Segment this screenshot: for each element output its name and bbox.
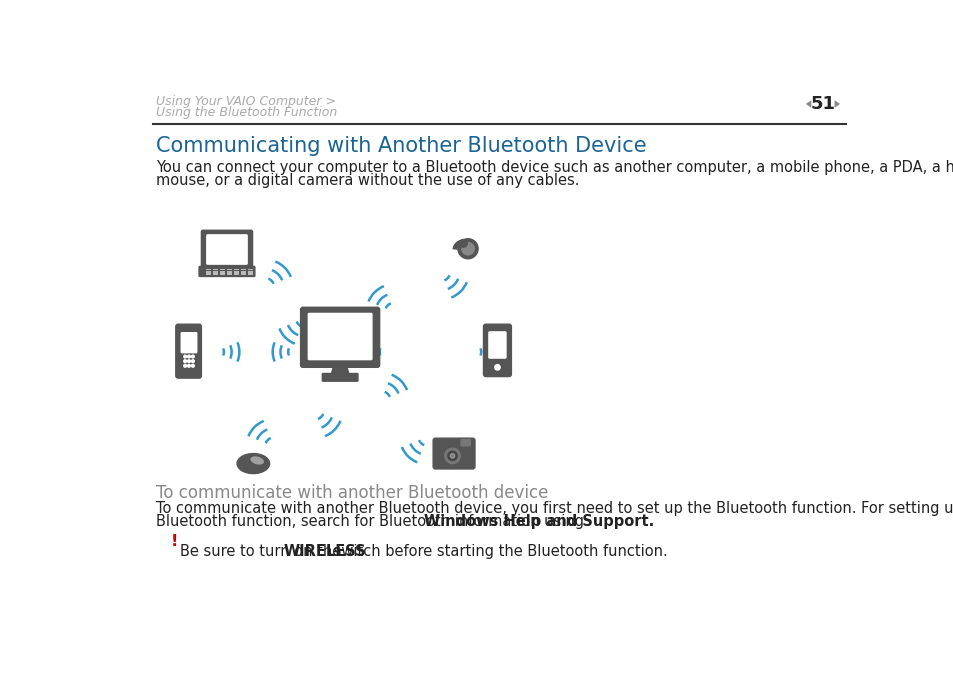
Circle shape <box>188 360 191 363</box>
Bar <box>206 271 212 272</box>
Text: switch before starting the Bluetooth function.: switch before starting the Bluetooth fun… <box>328 545 667 559</box>
Bar <box>241 269 246 270</box>
Circle shape <box>184 365 187 367</box>
Circle shape <box>444 448 459 464</box>
Bar <box>220 271 225 272</box>
FancyBboxPatch shape <box>300 307 379 367</box>
FancyBboxPatch shape <box>460 439 470 446</box>
FancyBboxPatch shape <box>433 438 475 469</box>
Bar <box>206 274 212 275</box>
Bar <box>220 269 225 270</box>
Ellipse shape <box>236 454 270 474</box>
FancyBboxPatch shape <box>488 332 505 358</box>
Bar <box>213 274 218 275</box>
Bar <box>227 274 233 275</box>
Bar <box>227 271 233 272</box>
Text: You can connect your computer to a Bluetooth device such as another computer, a : You can connect your computer to a Bluet… <box>156 160 953 175</box>
Circle shape <box>184 355 187 358</box>
Bar <box>233 269 239 270</box>
Text: Bluetooth function, search for Bluetooth information using: Bluetooth function, search for Bluetooth… <box>156 514 588 528</box>
Circle shape <box>192 360 194 363</box>
Text: Using Your VAIO Computer >: Using Your VAIO Computer > <box>156 95 336 108</box>
FancyBboxPatch shape <box>207 235 247 264</box>
Polygon shape <box>834 100 840 108</box>
Circle shape <box>188 365 191 367</box>
Circle shape <box>450 454 455 458</box>
FancyBboxPatch shape <box>201 231 253 269</box>
Circle shape <box>459 239 467 247</box>
FancyBboxPatch shape <box>308 313 372 360</box>
FancyBboxPatch shape <box>199 266 254 276</box>
Text: 51: 51 <box>810 95 835 113</box>
Bar <box>220 274 225 275</box>
Bar <box>241 271 246 272</box>
Text: Using the Bluetooth Function: Using the Bluetooth Function <box>156 106 337 119</box>
Circle shape <box>188 355 191 358</box>
Circle shape <box>461 243 474 255</box>
Circle shape <box>495 365 499 370</box>
Bar <box>227 269 233 270</box>
Text: mouse, or a digital camera without the use of any cables.: mouse, or a digital camera without the u… <box>156 173 579 188</box>
Bar <box>213 271 218 272</box>
Circle shape <box>447 452 456 460</box>
Text: !: ! <box>171 534 177 549</box>
Bar <box>213 269 218 270</box>
Ellipse shape <box>250 456 264 464</box>
Polygon shape <box>805 100 810 108</box>
FancyBboxPatch shape <box>181 333 196 353</box>
Text: Be sure to turn on the: Be sure to turn on the <box>179 545 345 559</box>
Bar <box>248 269 253 270</box>
Bar <box>233 271 239 272</box>
Bar <box>248 274 253 275</box>
FancyBboxPatch shape <box>483 324 511 377</box>
Text: To communicate with another Bluetooth device: To communicate with another Bluetooth de… <box>156 485 548 502</box>
Text: Windows Help and Support.: Windows Help and Support. <box>423 514 654 528</box>
FancyBboxPatch shape <box>175 324 201 378</box>
Circle shape <box>192 355 194 358</box>
Text: WIRELESS: WIRELESS <box>284 545 366 559</box>
FancyBboxPatch shape <box>322 373 357 381</box>
Bar <box>241 274 246 275</box>
Text: Communicating with Another Bluetooth Device: Communicating with Another Bluetooth Dev… <box>156 136 646 156</box>
Circle shape <box>184 360 187 363</box>
Bar <box>233 274 239 275</box>
Polygon shape <box>331 365 349 376</box>
Text: To communicate with another Bluetooth device, you first need to set up the Bluet: To communicate with another Bluetooth de… <box>156 501 953 516</box>
Bar <box>206 269 212 270</box>
Bar <box>248 271 253 272</box>
Circle shape <box>457 239 477 259</box>
Circle shape <box>192 365 194 367</box>
